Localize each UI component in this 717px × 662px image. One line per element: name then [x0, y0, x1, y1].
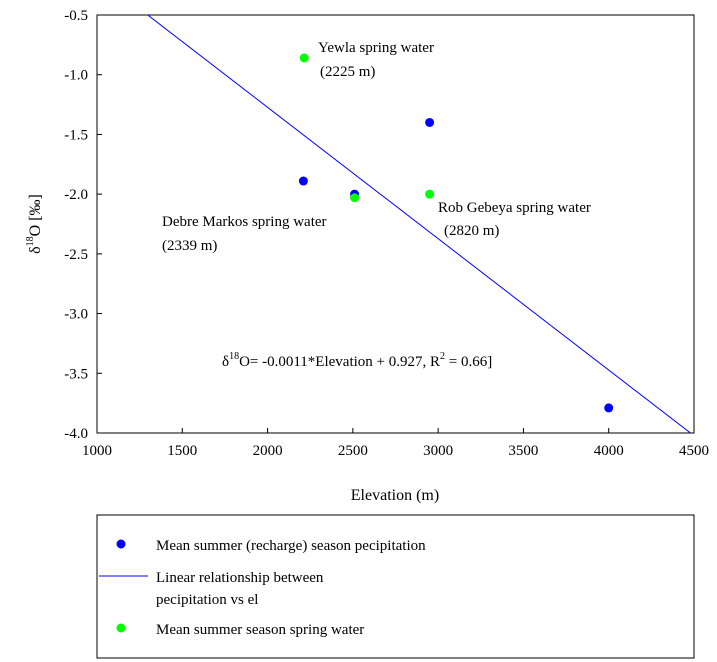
annotation-yewla-elevation: (2225 m)	[320, 64, 375, 80]
y-tick-label: -4.0	[64, 426, 88, 442]
y-tick-label: -3.0	[64, 307, 88, 323]
y-axis-title: δ18O [‰]	[25, 194, 44, 254]
annotation-debre-markos-name: Debre Markos spring water	[162, 214, 327, 230]
y-tick-label: -1.0	[64, 68, 88, 84]
y-tick-label: -2.0	[64, 187, 88, 203]
x-axis: 1000 1500 2000 2500 3000 3500 4000 4500	[82, 428, 709, 459]
regression-line	[146, 15, 692, 433]
y-tick-label: -2.5	[64, 247, 88, 263]
regression-equation: δ18O= -0.0011*Elevation + 0.927, R2 = 0.…	[222, 351, 492, 370]
legend-label-regression-line-2: pecipitation vs el	[156, 592, 258, 608]
legend: Mean summer (recharge) season pecipitati…	[96, 514, 695, 659]
precipitation-point	[425, 117, 435, 127]
legend-label-regression-line-1: Linear relationship between	[156, 570, 324, 586]
legend-box	[96, 514, 695, 659]
x-tick-label: 1500	[167, 443, 197, 459]
plot-frame	[96, 14, 695, 434]
y-tick-label: -0.5	[64, 8, 88, 24]
x-tick-label: 4000	[594, 443, 624, 459]
y-tick-label: -3.5	[64, 366, 88, 382]
legend-label-spring-water: Mean summer season spring water	[156, 622, 364, 638]
spring-water-point	[350, 193, 360, 203]
annotation-yewla-name: Yewla spring water	[318, 40, 434, 56]
legend-label-precipitation: Mean summer (recharge) season pecipitati…	[156, 538, 426, 554]
legend-marker-spring-water	[116, 623, 126, 633]
y-axis: -0.5 -1.0 -1.5 -2.0 -2.5 -3.0 -3.5 -4.0	[64, 8, 102, 442]
x-tick-label: 3500	[508, 443, 538, 459]
annotation-rob-gebeya-name: Rob Gebeya spring water	[438, 200, 591, 216]
annotation-rob-gebeya-elevation: (2820 m)	[444, 223, 499, 239]
x-tick-label: 4500	[679, 443, 709, 459]
x-tick-label: 3000	[423, 443, 453, 459]
plot-area	[146, 15, 692, 433]
spring-water-point	[425, 189, 435, 199]
x-tick-label: 1000	[82, 443, 112, 459]
x-tick-label: 2500	[338, 443, 368, 459]
y-tick-label: -1.5	[64, 127, 88, 143]
x-axis-title: Elevation (m)	[351, 487, 439, 504]
annotation-debre-markos-elevation: (2339 m)	[162, 238, 217, 254]
precipitation-point	[604, 403, 614, 413]
precipitation-point	[298, 176, 308, 186]
x-tick-label: 2000	[253, 443, 283, 459]
legend-marker-precipitation	[116, 539, 126, 549]
spring-water-point	[299, 53, 309, 63]
